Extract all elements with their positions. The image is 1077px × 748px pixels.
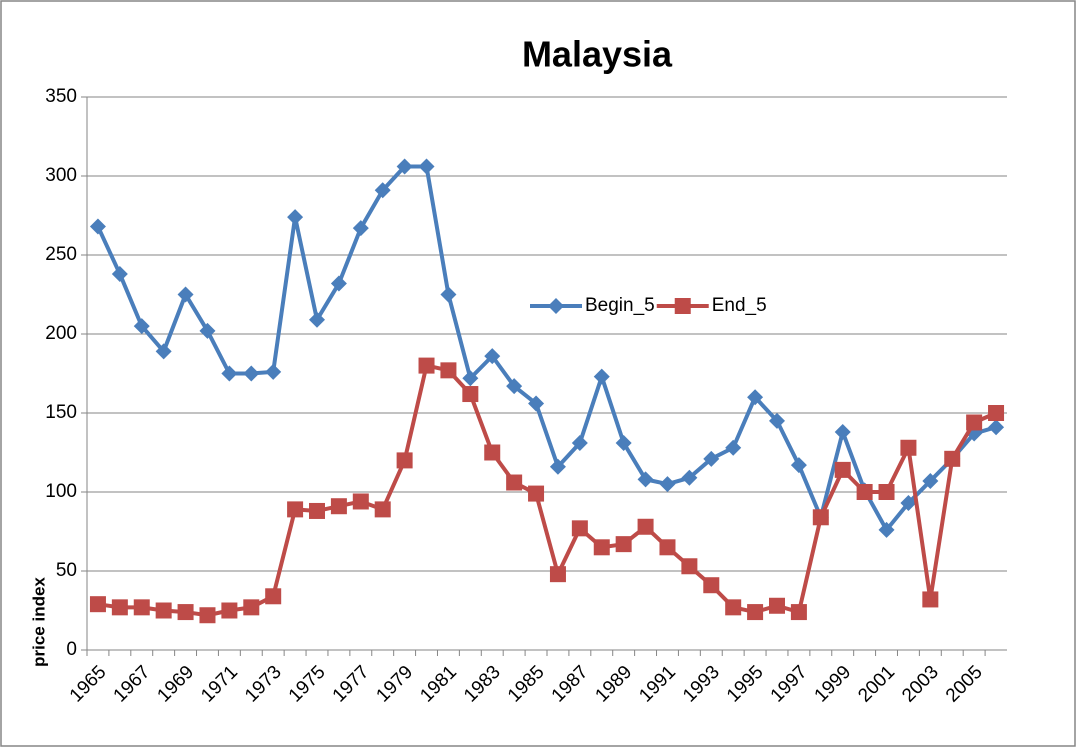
legend-label: Begin_5	[585, 295, 655, 316]
y-tick-label: 100	[45, 481, 77, 502]
marker	[352, 220, 369, 237]
marker	[352, 493, 369, 510]
marker	[111, 265, 128, 282]
marker	[703, 450, 720, 467]
marker	[549, 566, 566, 583]
marker	[199, 322, 216, 339]
marker	[681, 558, 698, 575]
marker	[111, 599, 128, 616]
marker	[243, 599, 260, 616]
marker	[199, 607, 216, 624]
marker	[725, 439, 742, 456]
legend-marker	[548, 298, 564, 314]
marker	[944, 450, 961, 467]
marker	[484, 348, 501, 365]
marker	[374, 182, 391, 199]
marker	[900, 495, 917, 512]
chart-title: Malaysia	[522, 34, 673, 75]
marker	[856, 484, 873, 500]
marker	[265, 588, 282, 605]
marker	[309, 502, 325, 519]
marker	[506, 378, 523, 395]
marker	[374, 501, 391, 518]
marker	[812, 509, 829, 526]
marker	[330, 275, 347, 292]
marker	[549, 458, 566, 475]
marker	[615, 435, 632, 452]
marker	[725, 599, 742, 616]
marker	[922, 472, 939, 489]
marker	[177, 604, 194, 621]
marker	[966, 414, 983, 431]
marker	[571, 520, 588, 537]
y-tick-label: 50	[56, 560, 77, 581]
marker	[900, 439, 917, 456]
marker	[462, 370, 479, 387]
marker	[221, 602, 238, 619]
marker	[615, 536, 632, 553]
marker	[988, 419, 1005, 436]
marker	[506, 474, 523, 491]
marker	[243, 365, 260, 382]
marker	[89, 596, 106, 613]
marker	[834, 423, 851, 440]
marker	[681, 469, 698, 486]
y-tick-label: 350	[45, 86, 77, 107]
marker	[790, 604, 807, 621]
marker	[659, 476, 676, 493]
marker	[747, 389, 764, 406]
marker	[593, 368, 610, 385]
marker	[528, 485, 545, 502]
y-tick-label: 300	[45, 165, 77, 186]
marker	[287, 501, 304, 518]
marker	[834, 461, 851, 478]
marker	[418, 357, 435, 374]
marker	[265, 363, 282, 380]
marker	[988, 405, 1005, 421]
marker	[593, 539, 610, 556]
marker	[133, 318, 150, 335]
marker	[703, 577, 720, 594]
marker	[89, 218, 106, 235]
marker	[221, 365, 238, 382]
marker	[330, 498, 347, 515]
y-axis-label: price index	[29, 577, 48, 667]
marker	[878, 484, 895, 500]
marker	[878, 521, 895, 538]
marker	[484, 444, 501, 461]
marker	[747, 604, 764, 621]
marker	[462, 386, 479, 403]
marker	[440, 286, 457, 303]
y-tick-label: 200	[45, 323, 77, 344]
marker	[769, 412, 785, 429]
marker	[133, 599, 150, 616]
legend-label: End_5	[712, 295, 767, 316]
marker	[440, 362, 457, 379]
marker	[571, 435, 588, 452]
marker	[396, 452, 413, 469]
marker	[396, 158, 413, 175]
marker	[287, 209, 304, 226]
marker	[769, 597, 785, 614]
y-tick-label: 150	[45, 402, 77, 423]
marker	[922, 591, 939, 608]
marker	[177, 286, 194, 303]
marker	[155, 602, 172, 619]
y-tick-label: 250	[45, 244, 77, 265]
legend-marker	[674, 298, 691, 314]
marker	[309, 311, 325, 328]
marker	[659, 539, 676, 556]
marker	[637, 518, 654, 535]
marker	[155, 343, 172, 360]
marker	[790, 457, 807, 474]
marker	[418, 158, 435, 175]
marker	[528, 395, 545, 412]
y-tick-label: 0	[66, 639, 77, 660]
marker	[637, 471, 654, 488]
